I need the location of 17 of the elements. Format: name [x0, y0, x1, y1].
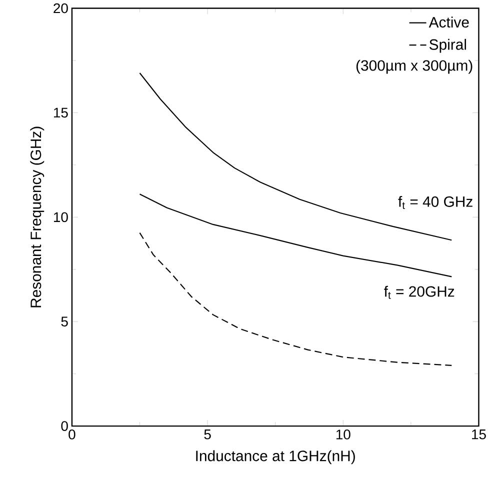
y-tick-label: 10 — [54, 212, 68, 222]
annotation: f$_{t}$ = 20GHz — [384, 286, 454, 299]
x-axis-title: Inductance at 1GHz(nH) — [196, 450, 356, 464]
x-tick-label: 0 — [68, 430, 76, 440]
legend-label: Active — [428, 16, 469, 28]
annotation: (300µm x 300µm) — [356, 60, 472, 74]
y-axis-title: Resonant Frequency (GHz) — [30, 126, 44, 308]
line-series — [139, 232, 452, 366]
y-tick-label: 20 — [54, 3, 68, 14]
legend-label: Spiral — [430, 38, 466, 53]
x-tick-label: 5 — [204, 430, 211, 440]
y-tick-label: 5 — [61, 316, 68, 326]
x-tick-label: 15 — [472, 430, 486, 440]
y-tick-label: 15 — [54, 108, 68, 118]
x-tick-label: 10 — [336, 430, 350, 440]
y-tick-label: 0 — [61, 421, 68, 431]
annotation: f$_{t}$ = 40 GHz — [398, 196, 473, 210]
